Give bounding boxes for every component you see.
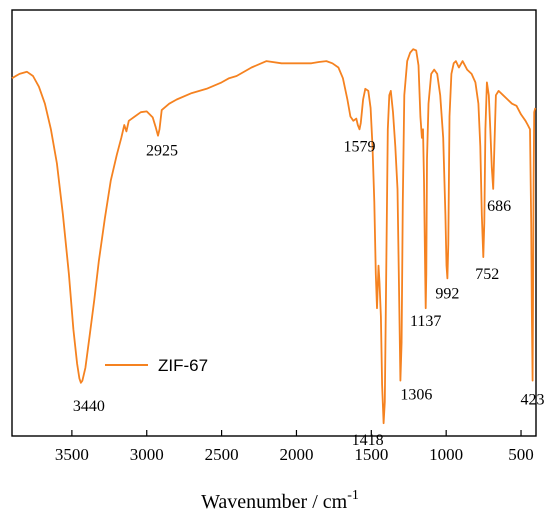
x-axis-title-superscript: -1	[347, 488, 359, 503]
series-line-zif-67	[11, 48, 537, 425]
x-axis-tick-labels: 3500 3000 2500 2000 1500 1000 500	[55, 445, 534, 464]
peak-label-752: 752	[475, 266, 499, 283]
peak-label-3440: 3440	[73, 398, 105, 415]
peak-label-1579: 1579	[343, 138, 375, 155]
peak-label-992: 992	[435, 285, 459, 302]
peak-label-1137: 1137	[410, 313, 441, 330]
plot-frame	[11, 9, 537, 437]
x-axis-ticks	[71, 430, 522, 436]
peak-label-2925: 2925	[146, 143, 178, 160]
peak-label-1306: 1306	[400, 387, 432, 404]
x-tick-label: 500	[508, 445, 534, 464]
x-tick-label: 3500	[55, 445, 89, 464]
x-tick-label: 1500	[354, 445, 388, 464]
x-tick-label: 2000	[279, 445, 313, 464]
x-tick-label: 1000	[429, 445, 463, 464]
x-axis-title-text: Wavenumber / cm	[201, 491, 348, 513]
peak-label-686: 686	[487, 198, 511, 215]
legend: ZIF-67	[105, 356, 208, 375]
x-axis-title: Wavenumber / cm-1	[201, 488, 359, 513]
x-tick-label: 3000	[130, 445, 164, 464]
x-tick-label: 2500	[205, 445, 239, 464]
peak-label-423: 423	[521, 392, 545, 409]
legend-label-zif-67: ZIF-67	[158, 356, 208, 375]
peak-label-1418: 1418	[352, 432, 384, 449]
peak-annotations: 3440 2925 1579 1418 1306 1137 992 752 686 423	[73, 138, 545, 449]
